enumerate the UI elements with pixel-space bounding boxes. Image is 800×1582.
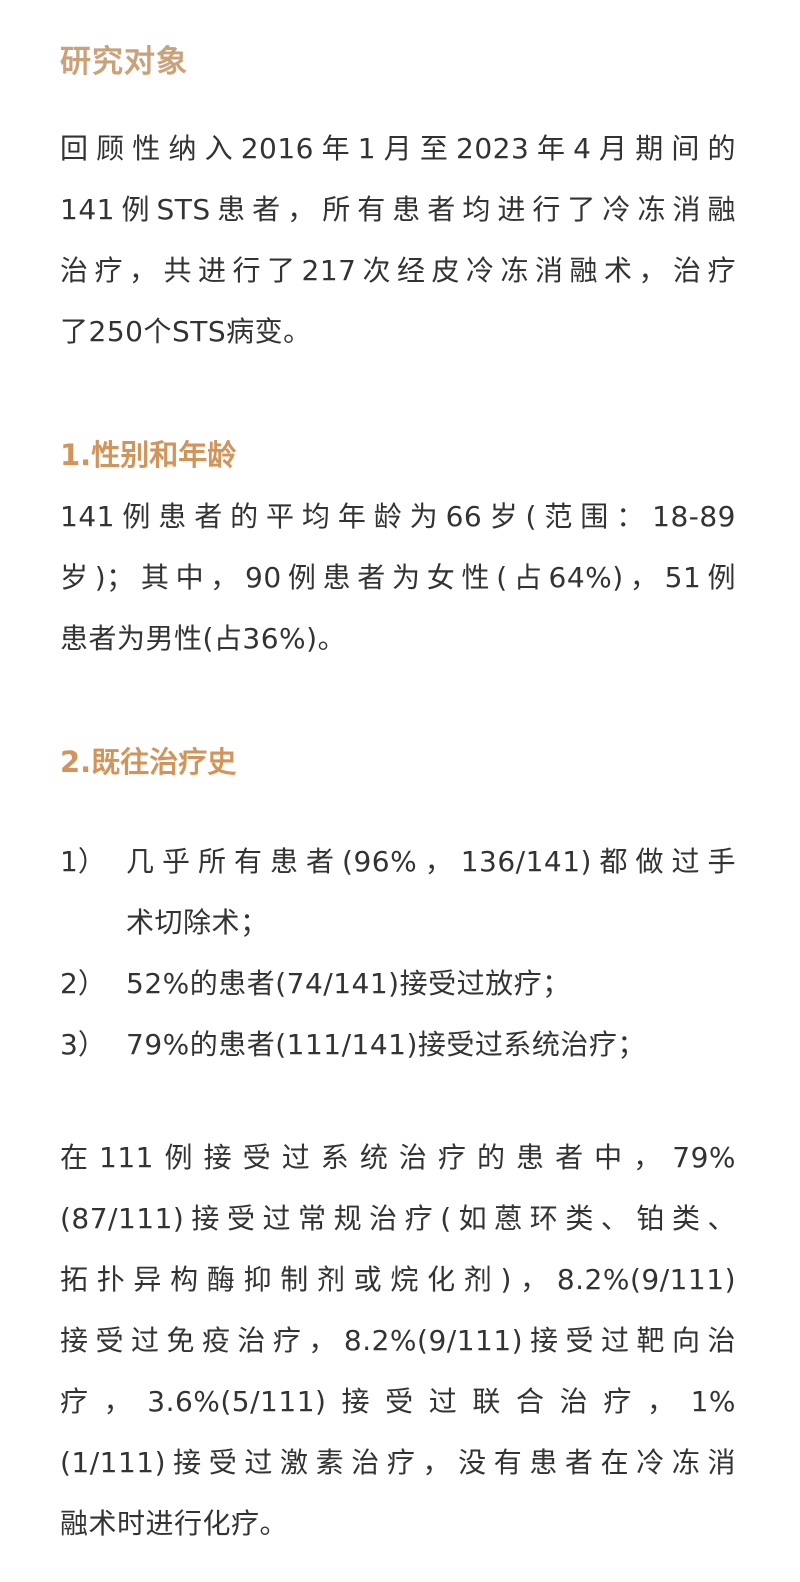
text-line: 接受过免疫治疗，8.2%(9/111)接受过靶向治 <box>60 1324 736 1357</box>
list-item: 1） 几乎所有患者(96%，136/141)都做过手 术切除术； <box>60 831 736 953</box>
text-line: (87/111)接受过常规治疗(如蒽环类、铂类、 <box>60 1202 736 1235</box>
treatment-history-list: 1） 几乎所有患者(96%，136/141)都做过手 术切除术； 2） 52%的… <box>60 831 736 1075</box>
text-line: 在111例接受过系统治疗的患者中，79% <box>60 1141 736 1174</box>
text-line: 融术时进行化疗。 <box>60 1507 289 1540</box>
list-number: 2） <box>60 967 106 1000</box>
text-line: 疗，3.6%(5/111)接受过联合治疗，1% <box>60 1385 736 1418</box>
list-item: 2） 52%的患者(74/141)接受过放疗； <box>60 953 736 1014</box>
text-line: 拓扑异构酶抑制剂或烷化剂)，8.2%(9/111) <box>60 1263 736 1296</box>
text-line: 141例STS患者，所有患者均进行了冷冻消融 <box>60 193 736 226</box>
list-number: 3） <box>60 1028 106 1061</box>
text-line: 回顾性纳入2016年1月至2023年4月期间的 <box>60 132 736 165</box>
section2-heading: 2.既往治疗史 <box>60 745 237 779</box>
intro-paragraph: 回顾性纳入2016年1月至2023年4月期间的 141例STS患者，所有患者均进… <box>60 118 736 362</box>
section-title: 研究对象 <box>60 44 188 80</box>
list-number: 1） <box>60 845 106 878</box>
text-line: 79%的患者(111/141)接受过系统治疗； <box>126 1028 646 1061</box>
systemic-therapy-paragraph: 在111例接受过系统治疗的患者中，79% (87/111)接受过常规治疗(如蒽环… <box>60 1127 736 1554</box>
section1-paragraph: 141例患者的平均年龄为66岁(范围：18-89 岁)；其中，90例患者为女性(… <box>60 486 736 669</box>
text-line: 岁)；其中，90例患者为女性(占64%)，51例 <box>60 561 736 594</box>
list-item: 3） 79%的患者(111/141)接受过系统治疗； <box>60 1014 736 1075</box>
text-line: 52%的患者(74/141)接受过放疗； <box>126 967 571 1000</box>
text-line: 141例患者的平均年龄为66岁(范围：18-89 <box>60 500 736 533</box>
text-line: 了250个STS病变。 <box>60 315 312 348</box>
text-line: 术切除术； <box>126 906 269 939</box>
text-line: 治疗，共进行了217次经皮冷冻消融术，治疗 <box>60 254 736 287</box>
text-line: 患者为男性(占36%)。 <box>60 622 347 655</box>
section1-heading: 1.性别和年龄 <box>60 438 237 472</box>
text-line: 几乎所有患者(96%，136/141)都做过手 <box>126 845 736 878</box>
text-line: (1/111)接受过激素治疗，没有患者在冷冻消 <box>60 1446 736 1479</box>
